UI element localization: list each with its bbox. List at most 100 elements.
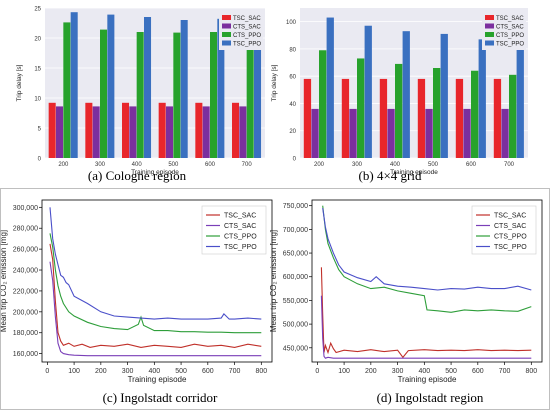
y-tick-label: 220,000 [13,288,38,295]
bar-CTS_SAC-400 [129,106,137,158]
y-tick-label: 10 [34,97,41,103]
bar-CTS_PPO-600 [471,70,479,158]
y-tick-label: 0 [293,157,297,163]
y-tick-label: 450,000 [283,345,308,352]
y-axis-label: Mean trip CO₂ emission [mg] [269,230,278,332]
bar-TSC_SAC-600 [455,78,464,158]
bar-CTS_PPO-200 [63,22,71,159]
line-TSC_SAC [49,243,262,348]
bar-TSC_SAC-200 [48,102,56,158]
legend-label: CTS_PPO [494,234,527,241]
bar-TSC_SAC-500 [158,102,166,158]
bar-CTS_SAC-600 [202,106,210,158]
legend-label: TSC_PPO [224,244,257,251]
x-tick-label: 0 [315,368,319,375]
legend-label: CTS_SAC [233,25,261,31]
bar-CTS_PPO-600 [210,32,218,158]
legend-label: CTS_SAC [496,25,524,31]
y-axis-label: Mean trip CO₂ emission [mg] [0,230,8,332]
y-tick-label: 0 [38,157,42,163]
bar-TSC_PPO-600 [478,39,486,159]
x-tick-label: 800 [525,368,537,375]
x-tick-label: 500 [428,162,439,168]
subfigure-caption: (a) Cologne region [88,168,187,183]
y-tick-label: 80 [289,47,296,53]
chart-2: 160,000 180,000 200,000 220,000 240,000 260,0… [0,199,273,405]
legend-swatch [485,15,494,20]
x-tick-label: 700 [242,162,253,168]
subfigure-caption: (b) 4×4 grid [359,168,422,183]
legend-label: TSC_PPO [494,244,527,251]
legend-swatch [222,15,231,20]
chart-3: 450,000 500,000 550,000 600,000 650,000 700,0… [269,199,543,405]
x-tick-label: 600 [205,162,216,168]
x-tick-label: 200 [58,162,69,168]
y-tick-label: 15 [34,67,41,73]
y-tick-label: 100 [286,20,297,26]
bar-CTS_SAC-700 [501,108,509,158]
x-axis-label: Training episode [128,375,187,384]
legend-label: CTS_PPO [233,33,261,39]
legend-label: CTS_SAC [224,223,256,230]
y-tick-label: 5 [38,127,42,133]
legend-label: TSC_SAC [496,16,524,22]
bar-TSC_SAC-500 [417,78,426,158]
x-tick-label: 0 [45,368,49,375]
bar-CTS_PPO-500 [173,32,181,158]
line-CTS_PPO [49,233,262,334]
bar-TSC_SAC-300 [85,102,93,158]
subfigure-caption: (c) Ingolstadt corridor [103,390,218,405]
x-tick-label: 500 [168,162,179,168]
y-tick-label: 300,000 [13,205,38,212]
y-tick-label: 60 [289,75,296,81]
x-tick-label: 200 [95,368,107,375]
y-tick-label: 650,000 [283,251,308,258]
y-tick-label: 20 [289,129,296,135]
x-tick-label: 800 [255,368,267,375]
y-tick-label: 160,000 [13,351,38,358]
y-axis-label: Trip delay [s] [16,64,23,101]
y-tick-label: 20 [34,37,41,43]
y-tick-label: 240,000 [13,268,38,275]
bar-CTS_PPO-400 [136,32,144,158]
bar-TSC_PPO-600 [217,18,225,158]
bar-TSC_PPO-200 [326,17,334,158]
chart-1: 0 20 40 60 80 100 200 300 400 500 600 700 TSC_SAC CTS… [271,8,528,183]
bar-TSC_PPO-500 [440,33,448,159]
legend-label: TSC_SAC [494,213,526,220]
x-tick-label: 200 [365,368,377,375]
legend-label: TSC_PPO [233,42,261,48]
x-tick-label: 500 [445,368,457,375]
bar-CTS_SAC-200 [56,106,64,158]
legend-label: TSC_SAC [233,16,261,22]
bar-TSC_PPO-500 [180,20,188,158]
x-tick-label: 700 [499,368,511,375]
bar-TSC_PPO-200 [70,12,78,159]
bar-CTS_SAC-700 [239,106,247,158]
bar-CTS_SAC-200 [311,108,319,158]
bar-CTS_PPO-200 [319,50,327,158]
legend-swatch [222,23,231,29]
x-tick-label: 700 [504,162,515,168]
x-tick-label: 200 [314,162,325,168]
x-tick-label: 600 [472,368,484,375]
x-axis-label: Training episode [131,169,179,176]
bar-CTS_PPO-400 [395,63,403,159]
x-tick-label: 100 [68,368,80,375]
bar-TSC_SAC-400 [122,102,130,158]
legend-label: TSC_PPO [496,42,524,48]
line-CTS_SAC [320,295,532,359]
line-CTS_SAC [49,261,262,357]
x-tick-label: 600 [202,368,214,375]
bar-CTS_PPO-700 [246,39,254,159]
bar-CTS_SAC-500 [425,108,433,158]
bar-TSC_SAC-700 [493,78,502,158]
legend-swatch [485,32,494,37]
legend-swatch [485,40,494,46]
y-tick-label: 500,000 [283,322,308,329]
legend-swatch [485,23,494,29]
line-TSC_SAC [320,267,532,359]
bar-TSC_PPO-700 [254,23,262,158]
bar-CTS_SAC-600 [463,108,471,158]
bar-TSC_SAC-300 [341,78,350,158]
